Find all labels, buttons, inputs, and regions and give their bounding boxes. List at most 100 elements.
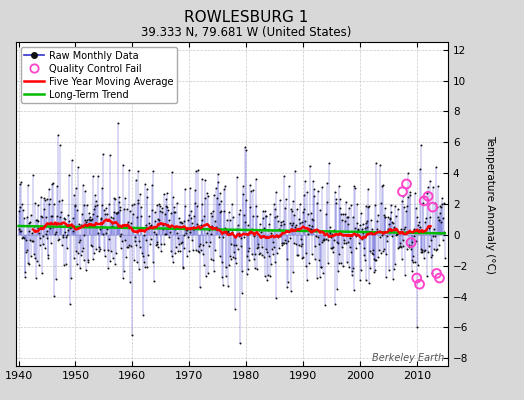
Point bbox=[384, 226, 392, 233]
Point bbox=[235, 211, 244, 217]
Point bbox=[156, 208, 165, 215]
Point bbox=[319, 270, 328, 276]
Point bbox=[353, 200, 362, 207]
Point bbox=[50, 220, 59, 226]
Point bbox=[247, 188, 256, 194]
Point bbox=[235, 233, 243, 240]
Point bbox=[191, 200, 200, 207]
Point bbox=[176, 219, 184, 226]
Point bbox=[149, 278, 158, 284]
Point bbox=[222, 264, 230, 270]
Point bbox=[120, 268, 128, 274]
Point bbox=[193, 167, 202, 174]
Point bbox=[112, 210, 121, 216]
Point bbox=[420, 247, 428, 254]
Point bbox=[411, 190, 419, 196]
Point bbox=[322, 180, 331, 186]
Point bbox=[226, 217, 234, 224]
Point bbox=[363, 218, 371, 224]
Y-axis label: Temperature Anomaly (°C): Temperature Anomaly (°C) bbox=[485, 134, 495, 274]
Point bbox=[185, 212, 193, 218]
Point bbox=[237, 290, 246, 296]
Point bbox=[407, 243, 415, 249]
Point bbox=[19, 234, 28, 241]
Point bbox=[24, 228, 32, 234]
Point bbox=[126, 279, 135, 286]
Point bbox=[292, 222, 300, 228]
Point bbox=[162, 196, 170, 202]
Point bbox=[198, 201, 206, 207]
Point bbox=[174, 234, 182, 241]
Point bbox=[281, 205, 289, 211]
Point bbox=[322, 211, 331, 217]
Point bbox=[249, 256, 258, 262]
Point bbox=[288, 268, 297, 275]
Point bbox=[317, 264, 325, 270]
Point bbox=[206, 239, 214, 245]
Point bbox=[44, 255, 52, 261]
Point bbox=[302, 262, 311, 269]
Point bbox=[34, 218, 42, 224]
Point bbox=[344, 221, 353, 228]
Point bbox=[84, 209, 93, 216]
Point bbox=[307, 216, 315, 222]
Point bbox=[123, 206, 132, 212]
Point bbox=[66, 225, 74, 231]
Point bbox=[317, 264, 325, 271]
Point bbox=[133, 200, 141, 206]
Point bbox=[29, 172, 37, 178]
Point bbox=[220, 208, 228, 214]
Point bbox=[409, 252, 418, 259]
Point bbox=[187, 215, 195, 222]
Point bbox=[122, 254, 130, 260]
Point bbox=[126, 207, 134, 214]
Point bbox=[163, 225, 172, 231]
Point bbox=[208, 230, 216, 237]
Point bbox=[333, 240, 342, 246]
Point bbox=[93, 212, 101, 219]
Point bbox=[116, 204, 125, 210]
Point bbox=[130, 234, 139, 240]
Point bbox=[168, 169, 176, 176]
Point bbox=[211, 247, 220, 253]
Point bbox=[417, 246, 425, 252]
Point bbox=[270, 244, 278, 250]
Point bbox=[381, 205, 389, 211]
Point bbox=[257, 229, 265, 236]
Point bbox=[136, 190, 144, 197]
Point bbox=[114, 194, 123, 200]
Point bbox=[70, 254, 78, 261]
Point bbox=[140, 181, 149, 187]
Point bbox=[27, 253, 35, 260]
Point bbox=[415, 218, 423, 225]
Point bbox=[183, 226, 191, 233]
Point bbox=[431, 233, 439, 239]
Point bbox=[253, 212, 261, 219]
Point bbox=[277, 240, 286, 246]
Point bbox=[17, 179, 26, 186]
Point bbox=[108, 220, 116, 226]
Point bbox=[289, 220, 298, 226]
Point bbox=[178, 238, 186, 245]
Point bbox=[73, 261, 81, 267]
Point bbox=[425, 224, 433, 231]
Point bbox=[190, 226, 198, 232]
Point bbox=[124, 218, 132, 225]
Point bbox=[190, 213, 199, 219]
Point bbox=[424, 248, 432, 255]
Point bbox=[139, 252, 147, 259]
Point bbox=[414, 227, 423, 234]
Point bbox=[392, 213, 400, 219]
Point bbox=[209, 257, 217, 263]
Point bbox=[33, 217, 41, 223]
Point bbox=[258, 243, 266, 250]
Point bbox=[413, 214, 421, 220]
Point bbox=[117, 245, 125, 252]
Point bbox=[57, 220, 66, 226]
Point bbox=[287, 288, 296, 295]
Point bbox=[143, 264, 151, 270]
Point bbox=[318, 184, 326, 191]
Point bbox=[313, 188, 322, 194]
Point bbox=[363, 224, 372, 230]
Point bbox=[102, 204, 111, 211]
